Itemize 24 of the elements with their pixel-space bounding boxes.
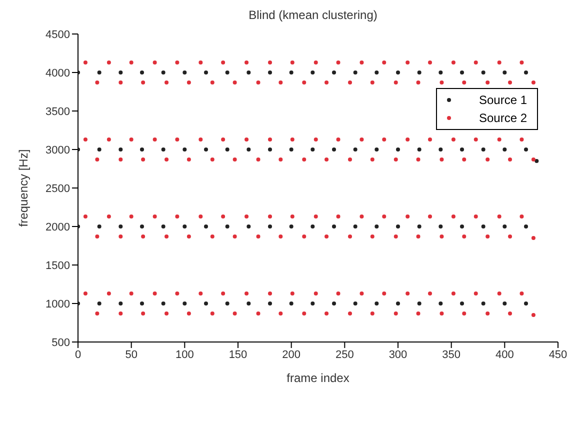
- chart-title: Blind (kmean clustering): [248, 8, 378, 24]
- x-axis-title: frame index: [286, 371, 350, 385]
- x-tick-label: 400: [495, 348, 514, 361]
- y-tick-label: 3500: [46, 106, 70, 118]
- x-tick-label: 350: [442, 348, 461, 361]
- x-tick-label: 0: [74, 348, 82, 361]
- y-tick-label: 4500: [46, 28, 70, 41]
- x-tick-label: 150: [228, 348, 248, 361]
- x-tick-label: 450: [548, 348, 568, 361]
- x-tick-label: 200: [282, 348, 301, 361]
- y-tick-label: 4000: [46, 67, 70, 80]
- y-tick-label: 2500: [46, 182, 70, 195]
- x-tick-label: 50: [125, 348, 138, 361]
- y-tick-label: 2000: [46, 221, 70, 234]
- y-tick-label: 1000: [46, 298, 70, 310]
- legend-label: Source 1: [478, 92, 527, 109]
- y-tick-label: 3000: [46, 144, 70, 156]
- y-tick-label: 1500: [46, 260, 70, 272]
- y-axis-title: frequency [Hz]: [16, 149, 30, 227]
- x-tick-label: 250: [335, 348, 354, 361]
- x-tick-label: 300: [388, 348, 408, 361]
- legend-label: Source 2: [478, 110, 527, 127]
- x-tick-label: 100: [175, 348, 194, 361]
- y-tick-label: 500: [52, 336, 70, 349]
